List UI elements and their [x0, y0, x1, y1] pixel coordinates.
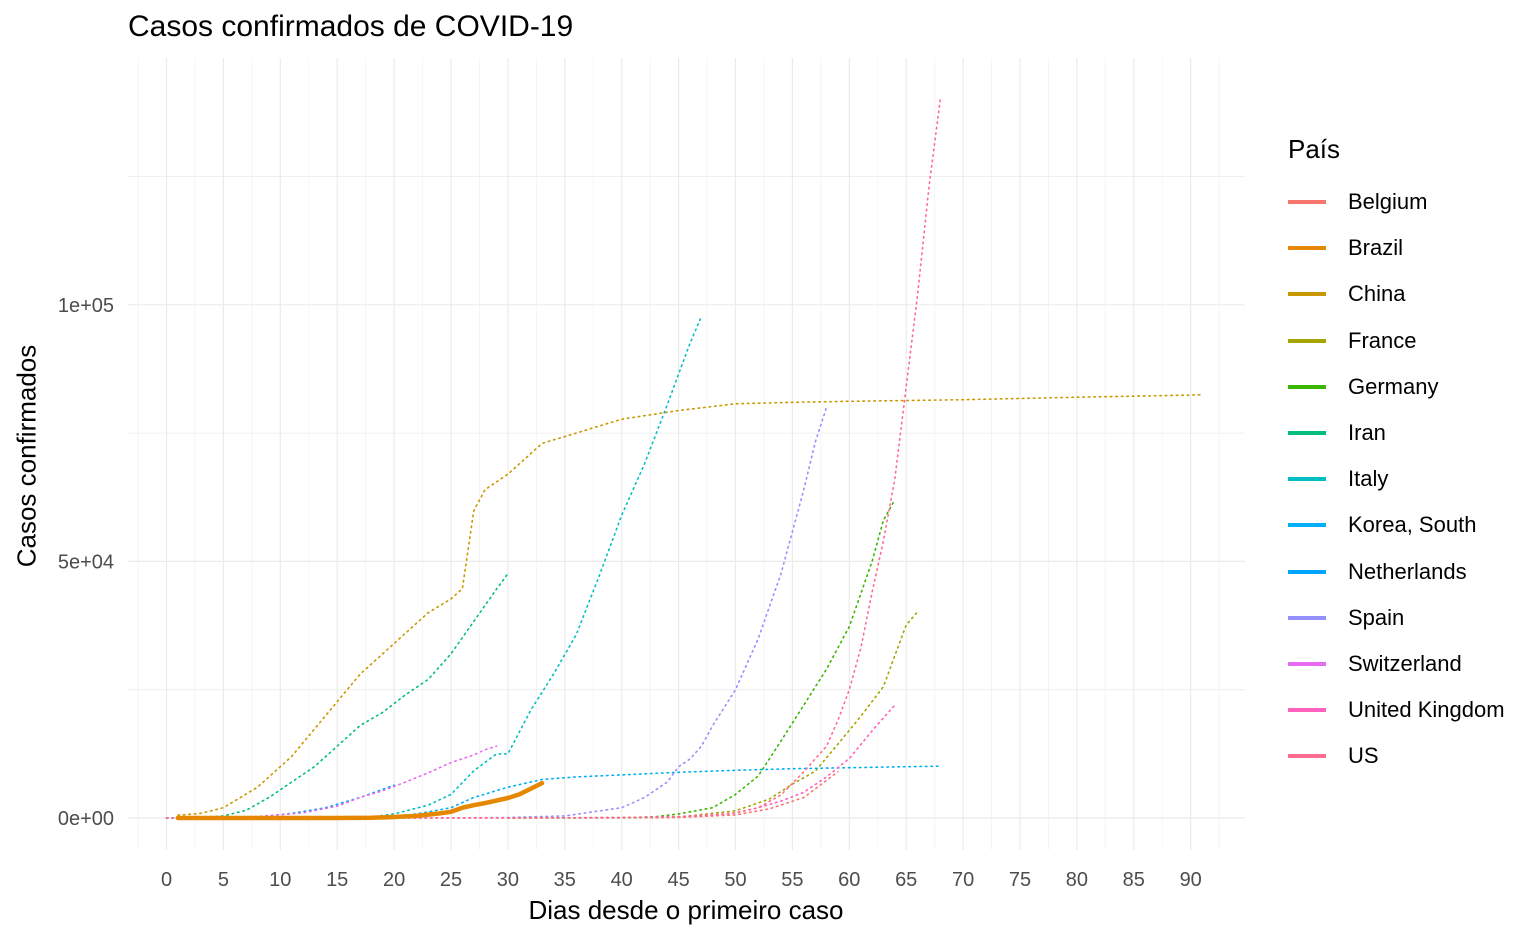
x-tick-label: 35: [554, 869, 576, 891]
minor-gridlines: [128, 58, 1245, 850]
x-tick-label: 80: [1066, 869, 1088, 891]
x-tick-label: 55: [781, 869, 803, 891]
major-gridlines: [128, 58, 1245, 850]
x-tick-label: 10: [269, 869, 291, 891]
legend-label: US: [1348, 743, 1379, 769]
legend-key: [1288, 292, 1326, 297]
legend-item: US: [1288, 733, 1505, 779]
legend-key: [1288, 384, 1326, 389]
x-axis-label: Dias desde o primeiro caso: [528, 895, 844, 925]
series-line-iran: [165, 572, 509, 819]
legend-key: [1288, 200, 1326, 205]
x-tick-label: 50: [724, 869, 746, 891]
legend-item: Netherlands: [1288, 549, 1505, 595]
series-line-france: [507, 610, 919, 819]
legend-label: Switzerland: [1348, 650, 1462, 676]
series-line-us: [165, 98, 942, 819]
series-lines: [165, 98, 1203, 821]
legend-label: Italy: [1348, 466, 1389, 492]
x-tick-label: 5: [218, 869, 229, 891]
x-tick-label: 0: [161, 869, 172, 891]
legend-label: Korea, South: [1348, 512, 1477, 538]
x-tick-label: 60: [838, 869, 860, 891]
legend-key: [1288, 754, 1326, 759]
legend-label: Brazil: [1348, 235, 1404, 261]
legend-key: [1288, 523, 1326, 528]
x-tick-label: 65: [895, 869, 917, 891]
legend-key: [1288, 338, 1326, 343]
legend-label: Germany: [1348, 373, 1439, 399]
y-axis-ticks: 0e+00 5e+04 1e+05: [58, 295, 114, 830]
legend-key: [1288, 477, 1326, 482]
x-axis-ticks: 0 5 10 15 20 25 30 35 40 45 50 55 60 65 70 75 80 85 90: [161, 869, 1202, 891]
legend-item: Belgium: [1288, 179, 1505, 225]
legend-key: [1288, 661, 1326, 666]
legend-label: Spain: [1348, 604, 1405, 630]
legend-item: Switzerland: [1288, 641, 1505, 687]
legend-label: Belgium: [1348, 189, 1428, 215]
x-tick-label: 75: [1009, 869, 1031, 891]
series-line-united-kingdom: [165, 704, 896, 819]
chart-title: Casos confirmados de COVID-19: [128, 10, 574, 43]
x-tick-label: 90: [1180, 869, 1202, 891]
y-tick-label: 1e+05: [58, 295, 114, 317]
legend-title: País: [1288, 134, 1341, 164]
legend-label: China: [1348, 281, 1406, 307]
x-tick-label: 40: [611, 869, 633, 891]
series-line-china: [177, 393, 1203, 817]
series-line-spain: [165, 406, 828, 819]
x-tick-label: 70: [952, 869, 974, 891]
legend-item: United Kingdom: [1288, 687, 1505, 733]
legend-item: Korea, South: [1288, 502, 1505, 548]
legend-item: Brazil: [1288, 225, 1505, 271]
legend-key: [1288, 246, 1326, 251]
x-tick-label: 25: [440, 869, 462, 891]
legend-key: [1288, 615, 1326, 620]
legend-label: Netherlands: [1348, 558, 1467, 584]
y-axis-label: Casos confirmados: [11, 344, 42, 568]
x-tick-label: 85: [1123, 869, 1145, 891]
x-tick-label: 30: [497, 869, 519, 891]
legend: País Belgium Brazil China France Germany Iran…: [1288, 134, 1505, 779]
series-line-korea-south: [165, 765, 942, 819]
series-line-germany: [507, 498, 896, 819]
y-tick-label: 5e+04: [58, 551, 114, 573]
legend-item: Germany: [1288, 364, 1505, 410]
legend-key: [1288, 708, 1326, 713]
legend-label: United Kingdom: [1348, 697, 1505, 723]
series-line-brazil: [175, 780, 545, 821]
legend-label: France: [1348, 327, 1417, 353]
legend-item: Iran: [1288, 410, 1505, 456]
legend-key: [1288, 431, 1326, 436]
x-tick-label: 15: [326, 869, 348, 891]
legend-items: Belgium Brazil China France Germany Iran Italy…: [1288, 179, 1505, 779]
series-line-belgium: [507, 770, 839, 819]
legend-item: Italy: [1288, 456, 1505, 502]
y-tick-label: 0e+00: [58, 808, 114, 830]
legend-item: China: [1288, 271, 1505, 317]
x-tick-label: 20: [383, 869, 405, 891]
legend-item: Spain: [1288, 595, 1505, 641]
x-tick-label: 45: [667, 869, 689, 891]
legend-item: France: [1288, 318, 1505, 364]
legend-label: Iran: [1348, 420, 1386, 446]
legend-key: [1288, 569, 1326, 574]
series-line-netherlands: [177, 784, 395, 819]
